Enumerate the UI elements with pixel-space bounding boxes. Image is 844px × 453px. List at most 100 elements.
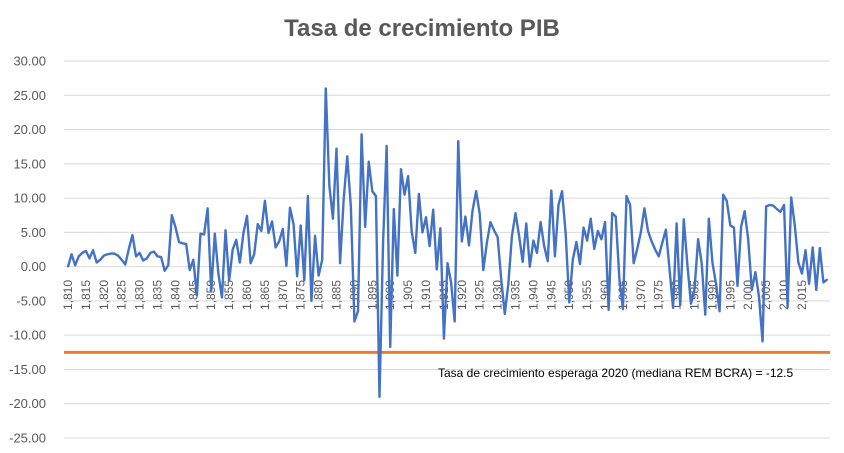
data-point <box>303 279 306 282</box>
data-point <box>507 282 510 285</box>
data-point <box>707 217 710 220</box>
chart-title: Tasa de crecimiento PIB <box>284 15 560 42</box>
data-point <box>478 212 481 215</box>
data-point <box>109 252 112 255</box>
data-point <box>410 230 413 233</box>
data-point <box>618 277 621 280</box>
series-points <box>67 87 828 398</box>
data-point <box>578 262 581 265</box>
x-tick-label: 1,995 <box>723 280 737 310</box>
data-point <box>77 255 80 258</box>
data-point <box>439 227 442 230</box>
data-point <box>729 224 732 227</box>
data-point <box>228 280 231 283</box>
data-point <box>220 296 223 299</box>
x-tick-label: 1,830 <box>133 280 147 310</box>
data-point <box>536 251 538 254</box>
data-point <box>747 238 750 241</box>
data-point <box>292 223 295 226</box>
data-point <box>203 233 206 236</box>
data-point <box>557 203 560 206</box>
data-point <box>145 257 148 260</box>
data-point <box>457 140 460 143</box>
data-point <box>299 224 302 227</box>
y-tick-label: -25.00 <box>9 431 46 446</box>
data-point <box>432 208 435 211</box>
data-point <box>152 250 155 253</box>
data-point <box>339 262 342 265</box>
data-point <box>589 217 592 220</box>
data-point <box>500 277 503 280</box>
reference-line-label: Tasa de crecimiento esperaga 2020 (media… <box>438 366 794 380</box>
data-point <box>328 184 331 187</box>
data-point <box>113 252 116 255</box>
data-point <box>117 254 120 257</box>
data-point <box>661 241 664 244</box>
data-point <box>185 243 188 246</box>
data-point <box>772 204 775 207</box>
data-point <box>675 222 678 225</box>
data-point <box>815 288 818 291</box>
data-point <box>288 206 291 209</box>
gridlines <box>64 60 830 439</box>
x-tick-label: 1,840 <box>168 280 182 310</box>
data-point <box>106 253 109 256</box>
y-tick-label: 15.00 <box>13 156 46 171</box>
data-point <box>306 195 309 198</box>
data-point <box>518 234 521 237</box>
y-tick-label: -15.00 <box>9 362 46 377</box>
x-tick-label: 2,005 <box>759 280 773 310</box>
data-point <box>668 267 671 270</box>
data-point <box>102 254 105 257</box>
data-point <box>160 256 163 259</box>
data-point <box>195 294 198 297</box>
data-point <box>389 345 392 348</box>
data-point <box>274 246 277 249</box>
data-point <box>357 310 359 313</box>
data-point <box>124 263 127 266</box>
data-point <box>482 269 485 272</box>
data-point <box>604 221 607 224</box>
data-point <box>607 308 610 311</box>
x-tick-label: 1,880 <box>312 280 326 310</box>
data-point <box>550 189 553 192</box>
x-tick-label: 1,835 <box>151 280 165 310</box>
data-point <box>170 214 173 217</box>
data-point <box>407 175 410 178</box>
data-point <box>399 168 402 171</box>
y-tick-label: 10.00 <box>13 191 46 206</box>
data-point <box>417 192 420 195</box>
data-point <box>514 212 517 215</box>
data-point <box>704 313 707 316</box>
data-point <box>360 133 363 136</box>
x-tick-label: 2,015 <box>795 280 809 310</box>
data-point <box>206 207 209 210</box>
x-tick-label: 1,850 <box>204 280 218 310</box>
data-point <box>722 193 725 196</box>
data-point <box>95 261 98 264</box>
data-point <box>224 229 227 232</box>
data-point <box>600 238 603 241</box>
data-point <box>364 225 367 228</box>
data-point <box>593 247 596 250</box>
data-point <box>446 262 449 265</box>
data-point <box>231 248 234 251</box>
data-point <box>256 223 259 226</box>
x-tick-label: 1,910 <box>419 280 433 310</box>
data-point <box>374 195 377 198</box>
data-point <box>493 229 496 232</box>
data-point <box>525 222 528 225</box>
data-point <box>428 245 431 248</box>
y-tick-label: 5.00 <box>21 225 46 240</box>
data-point <box>167 264 170 267</box>
data-point <box>629 203 632 206</box>
data-point <box>353 320 356 323</box>
data-point <box>278 240 281 243</box>
data-point <box>614 215 617 218</box>
data-point <box>768 203 771 206</box>
x-axis-ticks: 1,810 1,815 1,820 1,825 1,830 1,835 1,840 1,845… <box>61 280 809 310</box>
data-point <box>811 246 814 249</box>
data-point <box>392 208 395 211</box>
x-tick-label: 1,820 <box>97 280 111 310</box>
